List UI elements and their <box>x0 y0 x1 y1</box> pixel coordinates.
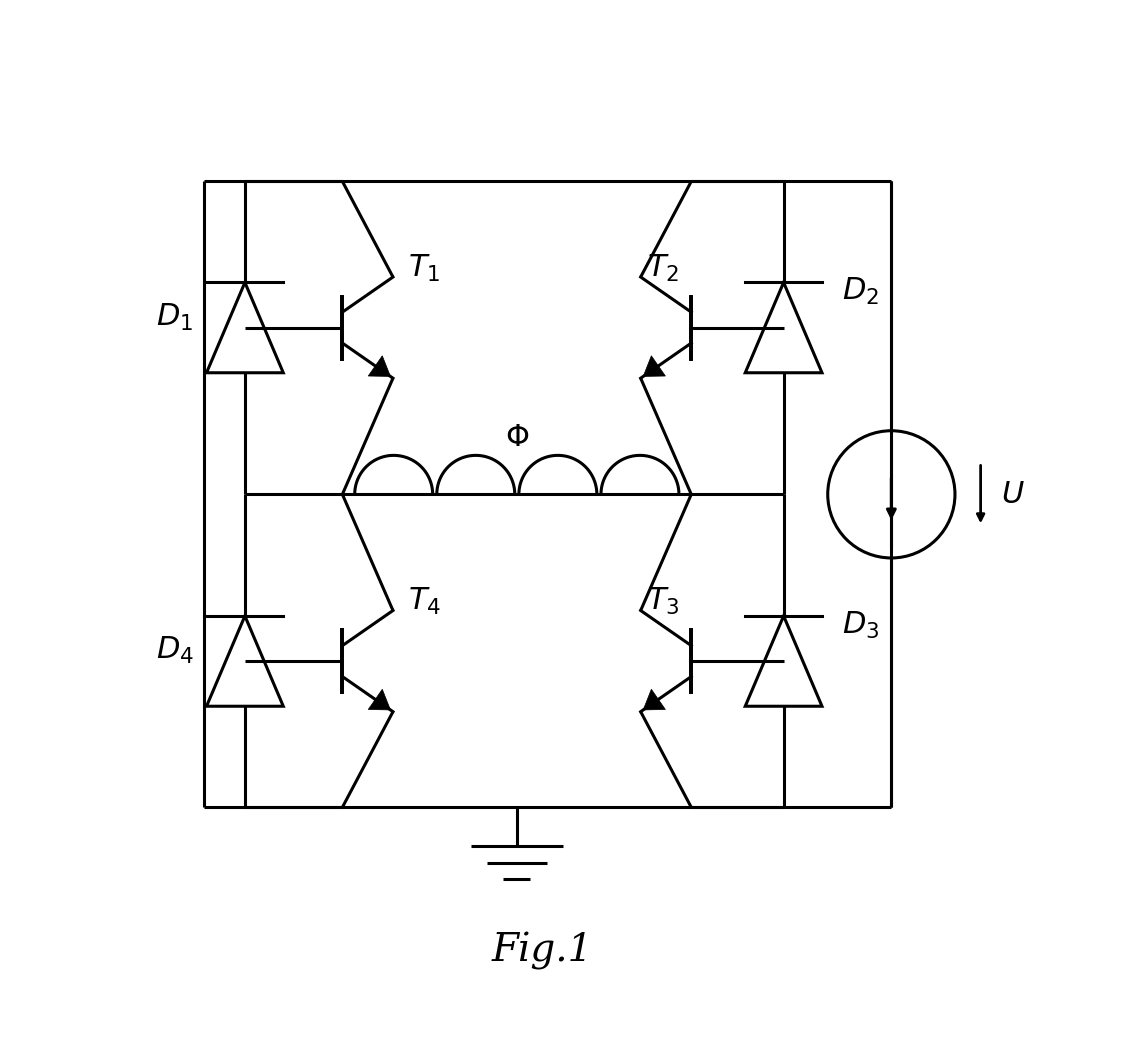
Text: $T_1$: $T_1$ <box>408 253 440 284</box>
Text: $T_3$: $T_3$ <box>646 586 679 617</box>
Text: $T_2$: $T_2$ <box>647 253 679 284</box>
Text: $\Phi$: $\Phi$ <box>504 422 529 453</box>
Text: $T_4$: $T_4$ <box>408 586 441 617</box>
Text: Fig.1: Fig.1 <box>492 932 593 970</box>
Polygon shape <box>368 690 391 710</box>
Polygon shape <box>643 690 665 710</box>
Polygon shape <box>368 356 391 376</box>
Text: $D_4$: $D_4$ <box>155 635 194 667</box>
Text: $D_2$: $D_2$ <box>842 276 879 307</box>
Text: $D_3$: $D_3$ <box>842 609 879 641</box>
Text: $D_1$: $D_1$ <box>157 302 194 333</box>
Text: $U$: $U$ <box>1001 478 1025 510</box>
Polygon shape <box>643 356 665 376</box>
